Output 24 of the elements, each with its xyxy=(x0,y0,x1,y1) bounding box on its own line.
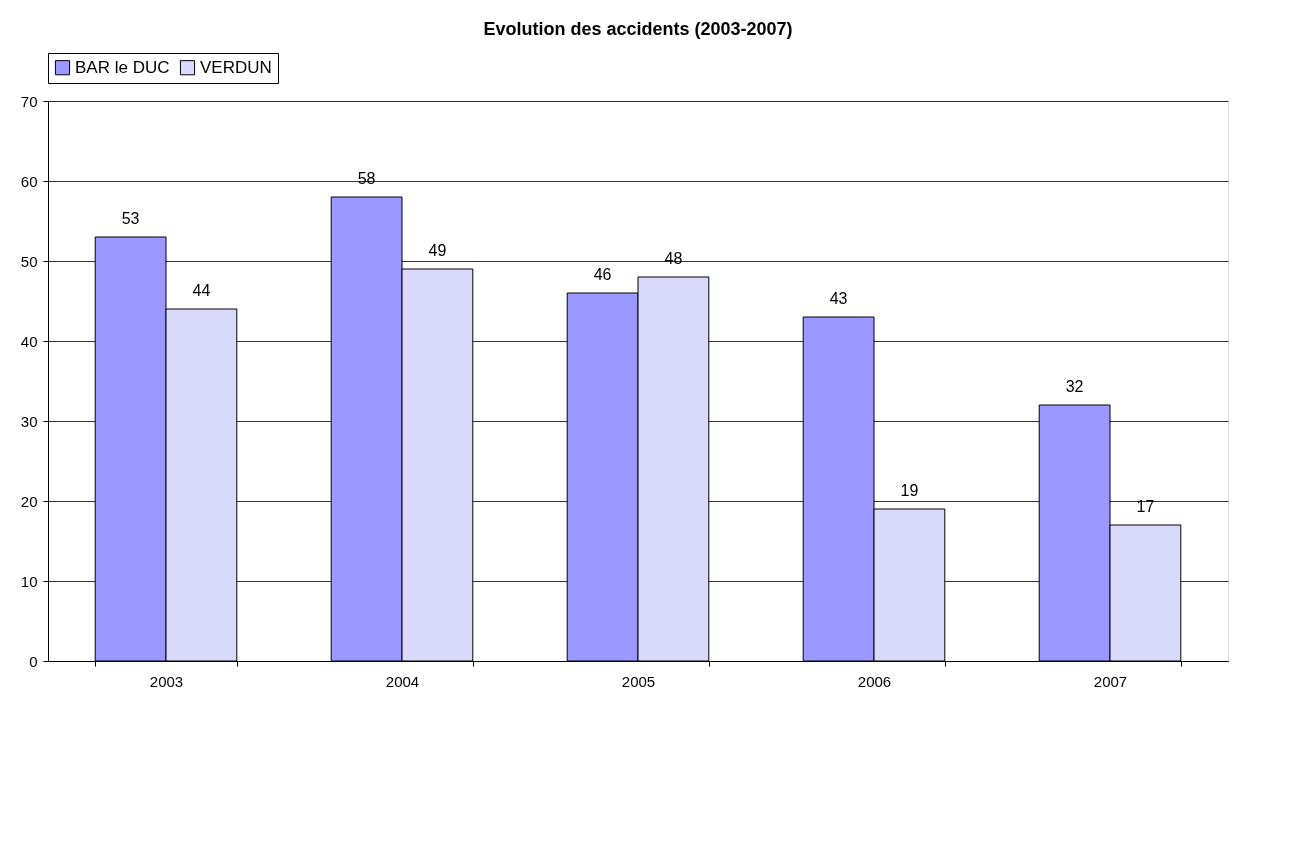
data-label: 49 xyxy=(428,242,447,259)
y-tick-label: 30 xyxy=(20,412,38,430)
y-tick-label: 0 xyxy=(29,652,38,670)
y-tick-label: 60 xyxy=(20,172,38,190)
y-tick-label: 10 xyxy=(20,572,38,590)
legend-label: BAR le DUC xyxy=(75,57,170,77)
data-label: 53 xyxy=(121,210,140,227)
y-tick-label: 70 xyxy=(20,92,38,110)
legend-label: VERDUN xyxy=(200,57,272,77)
chart-title: Evolution des accidents (2003-2007) xyxy=(483,18,793,39)
x-tick-label: 2005 xyxy=(621,672,656,690)
x-tick-label: 2006 xyxy=(857,672,892,690)
data-label: 32 xyxy=(1065,378,1084,395)
y-tick-label: 40 xyxy=(20,332,38,350)
x-tick-label: 2003 xyxy=(149,672,184,690)
data-label: 44 xyxy=(192,282,211,299)
x-tick-label: 2004 xyxy=(385,672,420,690)
data-label: 46 xyxy=(593,266,612,283)
data-label: 43 xyxy=(829,290,848,307)
y-tick-label: 50 xyxy=(20,252,38,270)
data-label: 17 xyxy=(1136,498,1155,515)
x-tick-label: 2007 xyxy=(1093,672,1128,690)
data-label: 19 xyxy=(900,482,919,499)
y-tick-label: 20 xyxy=(20,492,38,510)
